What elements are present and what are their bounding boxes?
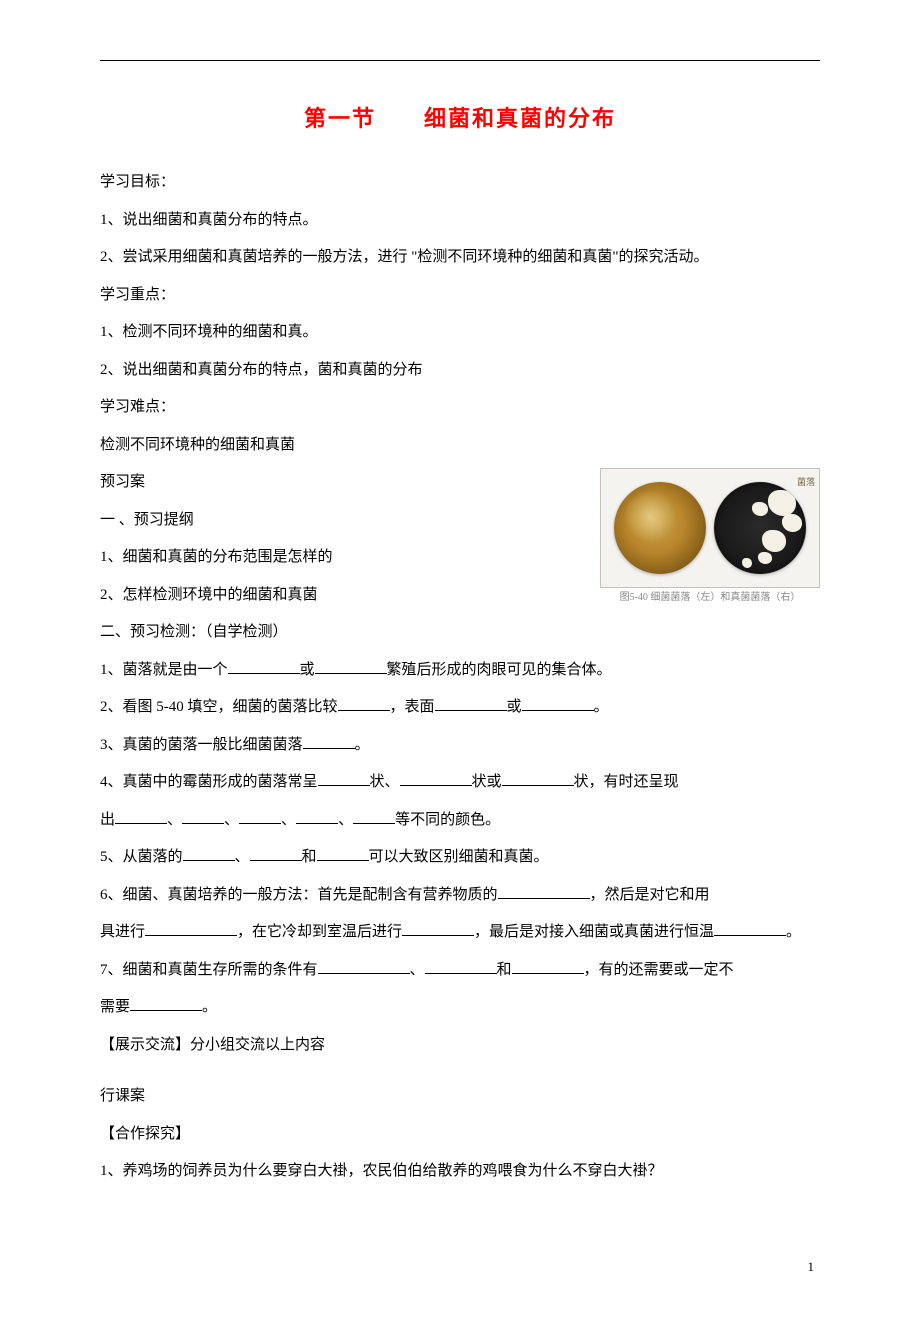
q1-text-a: 1、菌落就是由一个	[100, 662, 228, 678]
share-heading: 【展示交流】分小组交流以上内容	[100, 1027, 820, 1065]
question-3: 3、真菌的菌落一般比细菌菌落 。	[100, 727, 820, 765]
q6-text-a: 6、细菌、真菌培养的一般方法：首先是配制含有营养物质的	[100, 887, 498, 903]
blank	[502, 771, 574, 786]
blank	[296, 809, 338, 824]
petri-right-icon	[714, 482, 806, 574]
blank	[182, 809, 224, 824]
q2-text-b: ，表面	[390, 699, 435, 715]
q4-text-a: 4、真菌中的霉菌形成的菌落常呈	[100, 774, 318, 790]
q5-text-c: 和	[302, 849, 317, 865]
question-2: 2、看图 5-40 填空，细菌的菌落比较 ，表面 或 。	[100, 689, 820, 727]
blank	[317, 846, 369, 861]
question-4: 4、真菌中的霉菌形成的菌落常呈 状、 状或 状，有时还呈现	[100, 764, 820, 802]
q4-text-h: 、	[281, 812, 296, 828]
difficulty-heading: 学习难点：	[100, 389, 820, 427]
blank	[228, 659, 300, 674]
focus-2: 2、说出细菌和真菌分布的特点，菌和真菌的分布	[100, 352, 820, 390]
objective-1: 1、说出细菌和真菌分布的特点。	[100, 202, 820, 240]
q7-text-c: 和	[497, 962, 512, 978]
blank	[318, 771, 370, 786]
document-title: 第一节 细菌和真菌的分布	[100, 91, 820, 146]
q7-text-b: 、	[410, 962, 425, 978]
q7-text-a: 7、细菌和真菌生存所需的条件有	[100, 962, 318, 978]
blank	[315, 659, 387, 674]
blank	[522, 696, 594, 711]
difficulty-1: 检测不同环境种的细菌和真菌	[100, 427, 820, 465]
q1-text-c: 繁殖后形成的肉眼可见的集合体。	[387, 662, 612, 678]
q4-text-g: 、	[224, 812, 239, 828]
q4-text-e: 出	[100, 812, 115, 828]
q7-text-d: ，有的还需要或一定不	[584, 962, 734, 978]
figure-tag: 菌落	[797, 471, 815, 494]
blank	[353, 809, 395, 824]
question-5: 5、从菌落的 、 和 可以大致区别细菌和真菌。	[100, 839, 820, 877]
page-number: 1	[100, 1251, 820, 1284]
q6-text-f: 。	[786, 924, 801, 940]
q7-text-f: 。	[202, 999, 217, 1015]
petri-image: 菌落	[600, 468, 820, 588]
coop-1: 1、养鸡场的饲养员为什么要穿白大褂，农民伯伯给散养的鸡喂食为什么不穿白大褂？	[100, 1153, 820, 1191]
question-6: 6、细菌、真菌培养的一般方法：首先是配制含有营养物质的 ，然后是对它和用	[100, 877, 820, 915]
question-6-line2: 具进行 ，在它冷却到室温后进行 ，最后是对接入细菌或真菌进行恒温 。	[100, 914, 820, 952]
q4-text-j: 等不同的颜色。	[395, 812, 500, 828]
blank	[338, 696, 390, 711]
q3-text-b: 。	[355, 737, 370, 753]
course-heading: 行课案	[100, 1078, 820, 1116]
q2-text-c: 或	[507, 699, 522, 715]
focus-1: 1、检测不同环境种的细菌和真。	[100, 314, 820, 352]
objectives-heading: 学习目标：	[100, 164, 820, 202]
coop-heading: 【合作探究】	[100, 1116, 820, 1154]
q3-text-a: 3、真菌的菌落一般比细菌菌落	[100, 737, 303, 753]
question-1: 1、菌落就是由一个 或 繁殖后形成的肉眼可见的集合体。	[100, 652, 820, 690]
q2-text-a: 2、看图 5-40 填空，细菌的菌落比较	[100, 699, 338, 715]
blank	[145, 921, 237, 936]
q6-text-d: ，在它冷却到室温后进行	[237, 924, 402, 940]
q4-text-f: 、	[167, 812, 182, 828]
question-7: 7、细菌和真菌生存所需的条件有 、 和 ，有的还需要或一定不	[100, 952, 820, 990]
question-4-line2: 出 、 、 、 、 等不同的颜色。	[100, 802, 820, 840]
blank	[239, 809, 281, 824]
q5-text-a: 5、从菌落的	[100, 849, 183, 865]
q2-text-d: 。	[594, 699, 609, 715]
q4-text-d: 状，有时还呈现	[574, 774, 679, 790]
header-divider	[100, 60, 820, 61]
blank	[435, 696, 507, 711]
objective-2: 2、尝试采用细菌和真菌培养的一般方法，进行 "检测不同环境种的细菌和真菌"的探究…	[100, 239, 820, 277]
blank	[512, 959, 584, 974]
blank	[318, 959, 410, 974]
q5-text-b: 、	[235, 849, 250, 865]
blank	[183, 846, 235, 861]
blank	[130, 996, 202, 1011]
blank	[425, 959, 497, 974]
blank	[400, 771, 472, 786]
blank	[498, 884, 590, 899]
question-7-line2: 需要 。	[100, 989, 820, 1027]
q1-text-b: 或	[300, 662, 315, 678]
figure-petri: 菌落 图5-40 细菌菌落（左）和真菌菌落（右）	[600, 468, 820, 606]
q6-text-c: 具进行	[100, 924, 145, 940]
blank	[115, 809, 167, 824]
test-heading: 二、预习检测：（自学检测）	[100, 614, 820, 652]
q4-text-c: 状或	[472, 774, 502, 790]
blank	[250, 846, 302, 861]
blank	[303, 734, 355, 749]
q6-text-e: ，最后是对接入细菌或真菌进行恒温	[474, 924, 714, 940]
focus-heading: 学习重点：	[100, 277, 820, 315]
figure-caption: 图5-40 细菌菌落（左）和真菌菌落（右）	[600, 590, 820, 606]
blank	[714, 921, 786, 936]
blank	[402, 921, 474, 936]
q4-text-i: 、	[338, 812, 353, 828]
q5-text-d: 可以大致区别细菌和真菌。	[369, 849, 549, 865]
q4-text-b: 状、	[370, 774, 400, 790]
q7-text-e: 需要	[100, 999, 130, 1015]
petri-left-icon	[614, 482, 706, 574]
q6-text-b: ，然后是对它和用	[590, 887, 710, 903]
